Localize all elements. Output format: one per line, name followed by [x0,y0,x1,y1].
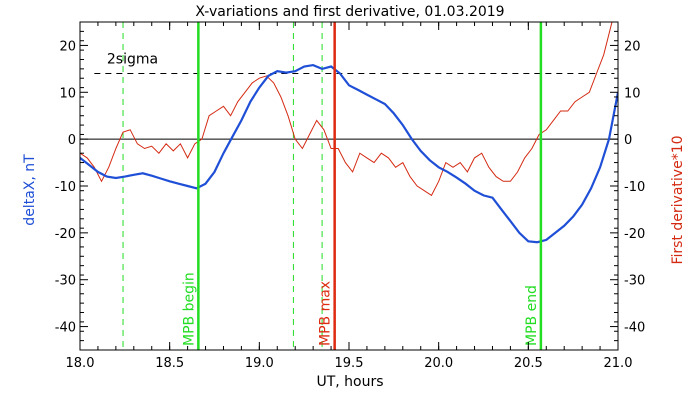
x-tick-label: 18.5 [155,356,184,371]
marker-label: MPB end [524,285,540,346]
marker-label: MPB begin [181,272,197,346]
x-tick-label: 19.0 [245,356,274,371]
y-tick-label-left: 0 [68,133,76,148]
y-tick-label-left: 10 [59,86,76,101]
plot-area: 2sigma MPB begin MPB max MPB end 18.0 18.5 19.… [55,21,645,371]
y-tick-label-right: -10 [624,180,645,195]
y-tick-label-left: -40 [55,321,76,336]
marker-label: MPB max [318,281,334,346]
y-tick-label-left: -30 [55,274,76,289]
x-tick-label: 21.0 [604,356,633,371]
chart-title: X-variations and first derivative, 01.03… [195,4,504,20]
x-axis-label: UT, hours [316,374,383,390]
deltaX-line [80,63,618,244]
y-tick-label-left: -10 [55,180,76,195]
x-tick-label: 20.0 [424,356,453,371]
y-tick-label-right: 0 [624,133,632,148]
y-axis-label-right: First derivative*10 [670,135,686,264]
y-tick-label-left: 20 [59,39,76,54]
threshold-label: 2sigma [107,52,158,68]
y-axis-label-left: deltaX, nT [22,154,38,226]
y-tick-label-right: 20 [624,39,641,54]
y-tick-label-right: 10 [624,86,641,101]
x-tick-label: 19.5 [335,356,364,371]
y-tick-label-left: -20 [55,227,76,242]
x-tick-label: 18.0 [66,356,95,371]
y-tick-label-right: -30 [624,274,645,289]
derivative-line [80,22,613,197]
y-tick-label-right: -40 [624,321,645,336]
y-tick-label-right: -20 [624,227,645,242]
x-tick-label: 20.5 [514,356,543,371]
